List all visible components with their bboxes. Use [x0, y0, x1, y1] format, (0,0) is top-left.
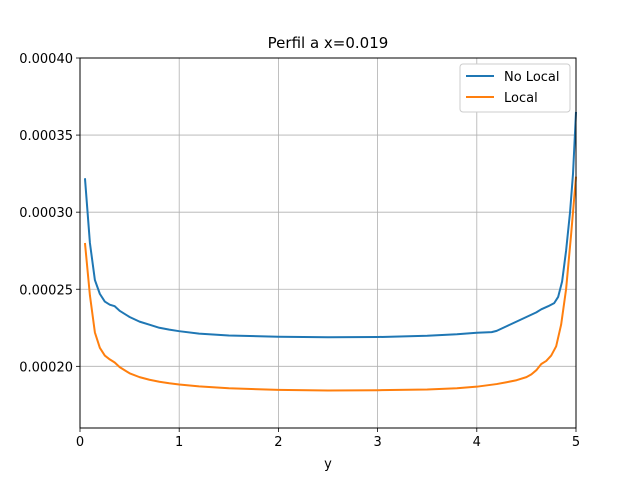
chart-title: Perfil a x=0.019: [268, 34, 389, 52]
y-tick-label: 0.00035: [19, 129, 73, 144]
x-tick-label: 1: [175, 435, 183, 450]
series-line-2: [83, 176, 577, 392]
y-tick-label: 0.00020: [19, 360, 73, 375]
x-tick-label: 5: [572, 435, 580, 450]
legend: No Local Local: [459, 63, 571, 113]
y-tick-label: 0.00025: [19, 283, 73, 298]
ticks-layer: 0 1 2 3 4 5 0.00020 0.00025 0.00030 0.00035 0.0004…: [19, 52, 580, 450]
y-tick-label: 0.00030: [19, 206, 73, 221]
plot-area-frame: [79, 57, 577, 429]
y-tick-label: 0.00040: [19, 52, 73, 67]
x-tick-label: 2: [274, 435, 282, 450]
series-layer: [83, 111, 577, 392]
x-tick-label: 0: [76, 435, 84, 450]
legend-label: Local: [504, 91, 538, 106]
x-axis-label: y: [324, 457, 332, 472]
x-tick-label: 4: [473, 435, 481, 450]
x-tick-label: 3: [373, 435, 381, 450]
legend-label: No Local: [504, 70, 560, 85]
series-line-1: [83, 111, 577, 339]
